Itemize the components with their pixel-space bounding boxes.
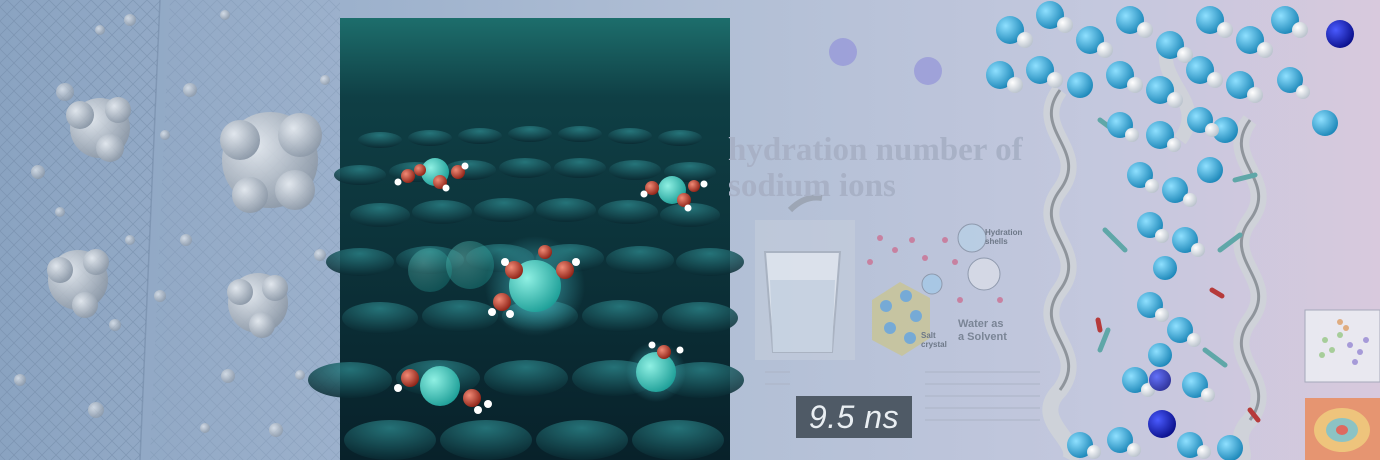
- hydration-shells-label: Hydration shells: [985, 228, 1023, 246]
- nanoparticle-cluster: [14, 10, 330, 437]
- mesh-wall-left: [0, 0, 340, 460]
- hydrated-ion-moving: [408, 236, 585, 336]
- panel-title: hydration number of sodium ions: [728, 132, 1023, 204]
- water-molecules: [986, 1, 1354, 460]
- ion-sphere: [1149, 369, 1171, 391]
- hydrated-ion-group: [394, 158, 469, 192]
- inset-heatmap: [1305, 398, 1380, 460]
- ion-sphere: [914, 57, 942, 85]
- ion-diffusion-panel: [308, 18, 744, 460]
- ion-channel-protein: [1042, 36, 1267, 460]
- salt-crystal-label: Salt crystal: [921, 331, 947, 349]
- text-lines: [765, 371, 1040, 421]
- ion-sphere: [829, 38, 857, 66]
- hydrated-ion-group: [394, 366, 492, 414]
- hydrated-ion-group: [640, 176, 708, 212]
- glass-of-water-icon: [755, 194, 855, 360]
- hydrated-ion-group: [626, 341, 686, 402]
- ion-sphere: [1148, 410, 1176, 438]
- ion-sphere: [1326, 20, 1354, 48]
- water-solvent-label: Water as a Solvent: [958, 318, 1007, 343]
- salt-crystal-diagram: [867, 223, 1003, 356]
- document-panel: [755, 38, 1040, 421]
- simulation-time-badge: 9.5 ns: [796, 396, 912, 438]
- inset-scatter-plot: [1304, 309, 1380, 383]
